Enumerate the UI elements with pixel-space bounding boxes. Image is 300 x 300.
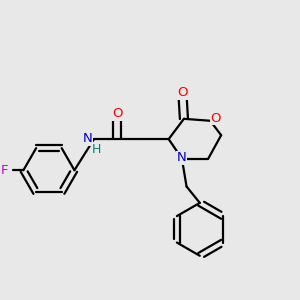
Text: N: N (177, 152, 187, 164)
Text: O: O (177, 86, 188, 99)
Text: F: F (1, 164, 8, 177)
Text: O: O (211, 112, 221, 125)
Text: H: H (92, 142, 101, 156)
Text: N: N (83, 132, 92, 145)
Text: O: O (112, 107, 123, 120)
